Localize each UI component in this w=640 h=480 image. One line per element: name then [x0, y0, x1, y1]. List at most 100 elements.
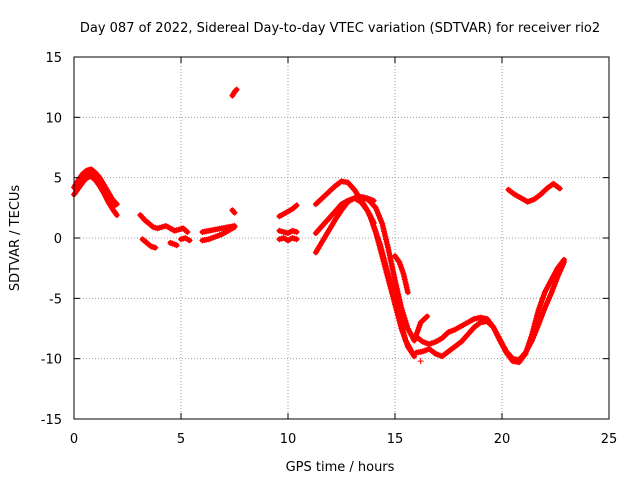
- series-arc-4: [167, 239, 180, 249]
- series-arc-3: [139, 236, 159, 251]
- data-point: [395, 310, 402, 317]
- data-point: [396, 316, 403, 323]
- data-point: [394, 308, 401, 315]
- data-point: [381, 231, 388, 238]
- data-point: [387, 255, 394, 262]
- data-point: [231, 224, 238, 231]
- data-point: [534, 310, 541, 317]
- data-point: [401, 273, 408, 280]
- data-point: [561, 259, 568, 266]
- data-point: [372, 228, 379, 235]
- x-axis-label: GPS time / hours: [286, 460, 395, 475]
- data-point: [378, 217, 385, 224]
- data-point: [399, 324, 406, 331]
- data-point: [374, 210, 381, 217]
- data-point: [539, 297, 546, 304]
- data-point: [293, 236, 300, 243]
- data-point: [384, 241, 391, 248]
- data-point: [392, 300, 399, 307]
- series-arc-11: [276, 227, 300, 237]
- series-arc-2: [137, 212, 191, 235]
- data-point: [528, 337, 535, 344]
- data-point: [389, 266, 396, 273]
- ticks: 0 5 10 15 20 25 -15 -10 -5 0 5 10 15: [41, 51, 618, 447]
- data-point: [367, 213, 374, 220]
- data-point: [398, 321, 405, 328]
- data-point: [373, 207, 380, 214]
- data-point: [386, 252, 393, 259]
- data-point: [403, 284, 410, 291]
- series-arc-1c: [73, 171, 118, 209]
- data-point: [531, 332, 538, 339]
- data-point: [391, 274, 398, 281]
- data-point: [113, 212, 120, 219]
- data-point: [424, 313, 431, 320]
- data-point: [378, 246, 385, 253]
- data-point: [230, 208, 237, 215]
- data-point: [377, 241, 384, 248]
- data-point: [535, 307, 542, 314]
- series-arc-7: [199, 224, 238, 244]
- data-point: [401, 334, 408, 341]
- data-point: [173, 242, 180, 249]
- data-point: [369, 218, 376, 225]
- data-point: [392, 297, 398, 304]
- data-point: [293, 228, 300, 235]
- data-point: [402, 278, 409, 285]
- data-point: [396, 313, 403, 320]
- data-point: [385, 247, 392, 254]
- data-point: [383, 265, 390, 272]
- y-tick-label: 0: [54, 232, 62, 247]
- data-point: [389, 263, 396, 270]
- chart-title: Day 087 of 2022, Sidereal Day-to-day VTE…: [80, 21, 600, 36]
- y-tick-label: -15: [41, 413, 62, 428]
- data-point: [111, 202, 118, 209]
- x-tick-label: 20: [494, 432, 511, 447]
- data-point: [530, 334, 537, 341]
- data-point: [370, 222, 377, 229]
- data-point: [386, 249, 393, 256]
- data-point: [538, 299, 545, 306]
- data-point: [401, 276, 408, 283]
- data-point: [374, 233, 381, 240]
- data-point: [388, 283, 395, 290]
- data-point: [382, 262, 389, 269]
- data-point: [540, 291, 547, 298]
- data-point: [393, 282, 400, 289]
- data-point: [384, 270, 391, 277]
- data-point: [411, 337, 418, 344]
- series-trace: [413, 259, 567, 363]
- data-point: [380, 254, 387, 261]
- data-point: [387, 281, 394, 288]
- data-point: [403, 281, 410, 288]
- y-tick-label: 5: [54, 172, 62, 187]
- y-axis-label: SDTVAR / TECUs: [8, 185, 23, 292]
- data-point: [373, 230, 380, 237]
- data-point: [379, 249, 386, 256]
- data-point: [403, 320, 410, 327]
- data-point: [364, 207, 371, 214]
- data-point: [379, 223, 386, 230]
- series-arc-23: [505, 180, 563, 205]
- grid: [74, 57, 609, 419]
- data-point: [404, 286, 411, 293]
- data-point: [391, 294, 398, 301]
- data-point: [411, 353, 418, 360]
- data-point: [379, 251, 386, 258]
- data-point: [394, 305, 401, 312]
- series-arc-10: [276, 202, 300, 220]
- data-point: [366, 210, 373, 217]
- data-point: [404, 322, 411, 329]
- data-point: [539, 294, 546, 301]
- data-point: [400, 271, 407, 278]
- data-point: [387, 258, 394, 265]
- x-tick-label: 0: [70, 432, 78, 447]
- series-arc-9: [229, 86, 240, 99]
- data-point: [384, 244, 391, 251]
- data-point: [397, 318, 404, 325]
- x-tick-label: 5: [177, 432, 185, 447]
- data-point: [387, 278, 394, 285]
- data-points: [71, 86, 568, 366]
- series-arc-18: [370, 222, 416, 356]
- data-point: [231, 209, 238, 216]
